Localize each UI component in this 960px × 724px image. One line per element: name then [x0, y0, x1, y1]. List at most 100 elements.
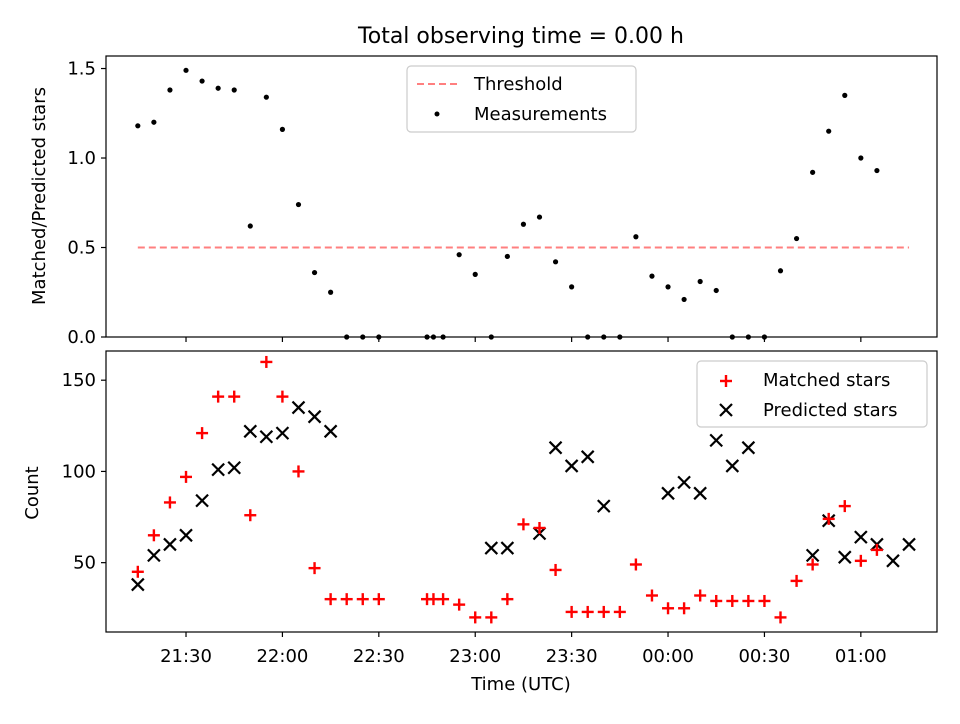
predicted-star-point	[805, 548, 820, 563]
predicted-star-point	[211, 462, 225, 477]
x-tick-label: 01:00	[835, 646, 887, 667]
matched-star-point	[629, 558, 642, 571]
measurement-point	[681, 296, 687, 303]
matched-star-point	[645, 589, 658, 602]
measurement-point	[777, 268, 784, 274]
predicted-star-point	[902, 537, 916, 552]
matched-star-point	[742, 594, 755, 607]
count-panel: Count Time (UTC) 50 100 150 21:30 22:00 22:3…	[22, 350, 938, 695]
measurement-point	[842, 92, 848, 98]
matched-star-point	[212, 390, 225, 403]
predicted-star-point	[837, 550, 852, 564]
matched-star-point	[180, 470, 193, 483]
matched-star-point	[854, 554, 867, 567]
measurement-point	[488, 334, 494, 340]
matched-star-point	[806, 558, 819, 571]
measurement-point	[424, 334, 430, 340]
x-tick-label: 22:00	[256, 646, 308, 667]
measurement-point	[697, 278, 703, 285]
predicted-star-point	[886, 554, 900, 568]
x-tick-label: 00:30	[738, 646, 790, 667]
predicted-star-point	[548, 440, 563, 455]
measurement-point	[713, 287, 719, 294]
count-legend-box	[696, 360, 928, 428]
measurement-point	[633, 234, 639, 240]
measurement-point	[328, 289, 334, 295]
predicted-legend-marker	[719, 403, 733, 417]
matched-star-point	[469, 611, 482, 624]
matched-star-point	[726, 594, 739, 607]
measurement-point	[344, 334, 350, 340]
measurement-point	[761, 334, 768, 340]
matched-star-point	[662, 602, 675, 615]
matched-star-point	[437, 593, 450, 606]
matched-star-point	[870, 543, 883, 556]
measurement-point	[729, 334, 735, 340]
x-tick-label: 23:00	[449, 646, 501, 667]
measurements-legend-marker	[434, 111, 440, 117]
measurement-point	[360, 334, 366, 340]
measurement-point	[810, 169, 816, 175]
measurement-point	[430, 334, 437, 340]
measurement-point	[617, 334, 623, 340]
matched-star-point	[838, 500, 851, 513]
predicted-star-point	[564, 459, 579, 473]
measurement-point	[649, 273, 655, 279]
matched-star-point	[276, 390, 289, 403]
measurement-point	[247, 223, 253, 229]
measurement-point	[472, 271, 478, 277]
ratio-legend: Threshold Measurements	[406, 65, 637, 133]
matched-star-point	[340, 593, 353, 606]
predicted-star-point	[709, 433, 724, 448]
matched-star-point	[356, 593, 369, 606]
matched-star-point	[694, 589, 707, 602]
count-y-axis-label: Count	[22, 466, 43, 519]
measurement-point	[601, 334, 607, 340]
matched-star-point	[163, 496, 176, 509]
count-legend: Matched stars Predicted stars	[696, 360, 928, 428]
matched-star-point	[774, 611, 787, 624]
measurement-point	[552, 259, 559, 265]
predicted-star-point	[741, 440, 756, 455]
matched-star-point	[822, 512, 835, 525]
measurement-point	[311, 269, 318, 276]
predicted-star-point	[677, 475, 691, 490]
matched-star-point	[196, 427, 209, 440]
matched-star-point	[147, 529, 160, 542]
measurement-point	[536, 214, 543, 220]
ratio-legend-box	[406, 65, 637, 133]
measurement-point	[279, 126, 286, 132]
predicted-star-point	[661, 486, 675, 501]
count-y-tick-label: 100	[62, 461, 96, 482]
measurement-point	[858, 155, 864, 161]
measurement-point	[135, 123, 141, 129]
matched-star-point	[758, 594, 771, 607]
measurement-point	[440, 334, 446, 340]
predicted-star-point	[163, 537, 177, 552]
predicted-star-point	[147, 548, 161, 563]
matched-star-point	[678, 602, 691, 615]
threshold-legend-label: Threshold	[473, 74, 563, 95]
predicted-star-point	[693, 486, 707, 501]
chart-title: Total observing time = 0.00 h	[357, 24, 684, 49]
ratio-panel: Matched/Predicted stars 0.0 0.5 1.0 1.5 Thr…	[29, 55, 938, 348]
measurement-point	[295, 201, 302, 208]
matched-star-point	[292, 465, 305, 478]
measurement-point	[745, 334, 751, 340]
matched-star-point	[533, 521, 546, 534]
matched-legend-marker	[720, 375, 732, 387]
predicted-star-point	[484, 541, 499, 555]
matched-star-point	[790, 574, 803, 587]
predicted-star-point	[195, 493, 209, 508]
measurement-point	[520, 221, 527, 227]
measurement-point	[585, 334, 591, 340]
predicted-star-point	[307, 409, 322, 424]
ratio-y-axis-label: Matched/Predicted stars	[29, 87, 50, 305]
measurement-point	[376, 334, 382, 340]
x-tick-label: 23:30	[546, 646, 598, 667]
x-tick-label: 00:00	[642, 646, 694, 667]
measurement-point	[569, 284, 575, 290]
predicted-star-point	[854, 530, 868, 544]
predicted-star-point	[227, 461, 241, 475]
ratio-plot-frame	[105, 55, 938, 338]
